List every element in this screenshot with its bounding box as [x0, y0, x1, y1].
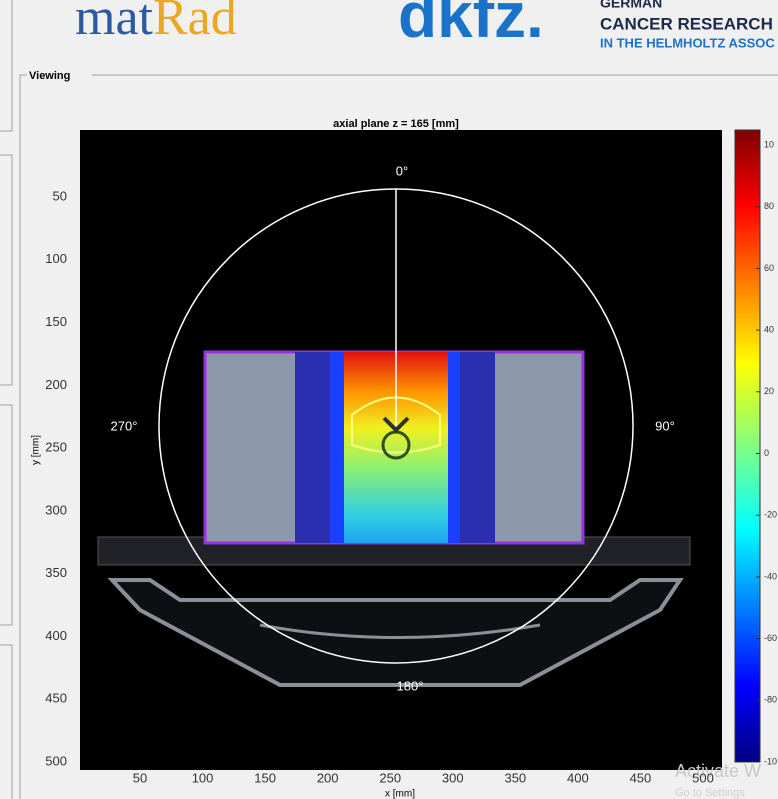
- y-tick-label: 350: [45, 565, 67, 580]
- colorbar: [735, 130, 760, 762]
- x-tick-label: 100: [192, 770, 214, 785]
- y-tick-label: 150: [45, 314, 67, 329]
- logo-right: dkfz.: [398, 0, 544, 51]
- y-tick-label: 300: [45, 502, 67, 517]
- org-line: GERMAN: [600, 0, 662, 11]
- y-tick-label: 500: [45, 753, 67, 768]
- y-tick-label: 450: [45, 691, 67, 706]
- x-axis-label: x [mm]: [385, 789, 415, 799]
- colorbar-label: 40: [764, 324, 774, 334]
- colorbar-label: 80: [764, 201, 774, 211]
- org-line: CANCER RESEARCH C: [600, 14, 778, 33]
- colorbar-label: -60: [764, 633, 777, 643]
- angle-label: 180°: [397, 678, 424, 693]
- y-axis-label: y [mm]: [31, 435, 42, 465]
- x-tick-label: 50: [133, 770, 147, 785]
- colorbar-label: -40: [764, 571, 777, 581]
- panel-title: Viewing: [29, 70, 70, 82]
- y-tick-label: 250: [45, 440, 67, 455]
- y-tick-label: 100: [45, 251, 67, 266]
- angle-label: 90°: [655, 418, 675, 433]
- colorbar-label: 60: [764, 263, 774, 273]
- angle-label: 0°: [396, 163, 408, 178]
- x-tick-label: 300: [442, 770, 464, 785]
- x-tick-label: 350: [504, 770, 526, 785]
- x-tick-label: 500: [692, 770, 714, 785]
- colorbar-label: -80: [764, 695, 777, 705]
- colorbar-label: -20: [764, 510, 777, 520]
- colorbar-label: 0: [764, 448, 769, 458]
- y-tick-label: 400: [45, 628, 67, 643]
- watermark: Activate W: [675, 761, 761, 781]
- x-tick-label: 150: [254, 770, 276, 785]
- watermark: Go to Settings: [675, 787, 745, 799]
- y-tick-label: 200: [45, 377, 67, 392]
- colorbar-label: -10: [764, 756, 777, 766]
- matrad-window: matRad dkfz. GERMAN CANCER RESEARCH C IN…: [0, 0, 778, 799]
- x-tick-label: 400: [567, 770, 589, 785]
- colorbar-label: 10: [764, 139, 774, 149]
- org-line: IN THE HELMHOLTZ ASSOC: [600, 35, 775, 50]
- y-tick-label: 50: [53, 188, 67, 203]
- colorbar-label: 20: [764, 386, 774, 396]
- logo-left: matRad: [75, 0, 237, 46]
- x-tick-label: 450: [630, 770, 652, 785]
- angle-label: 270°: [111, 418, 138, 433]
- x-tick-label: 200: [317, 770, 339, 785]
- x-tick-label: 250: [379, 770, 401, 785]
- plot-title: axial plane z = 165 [mm]: [333, 118, 459, 130]
